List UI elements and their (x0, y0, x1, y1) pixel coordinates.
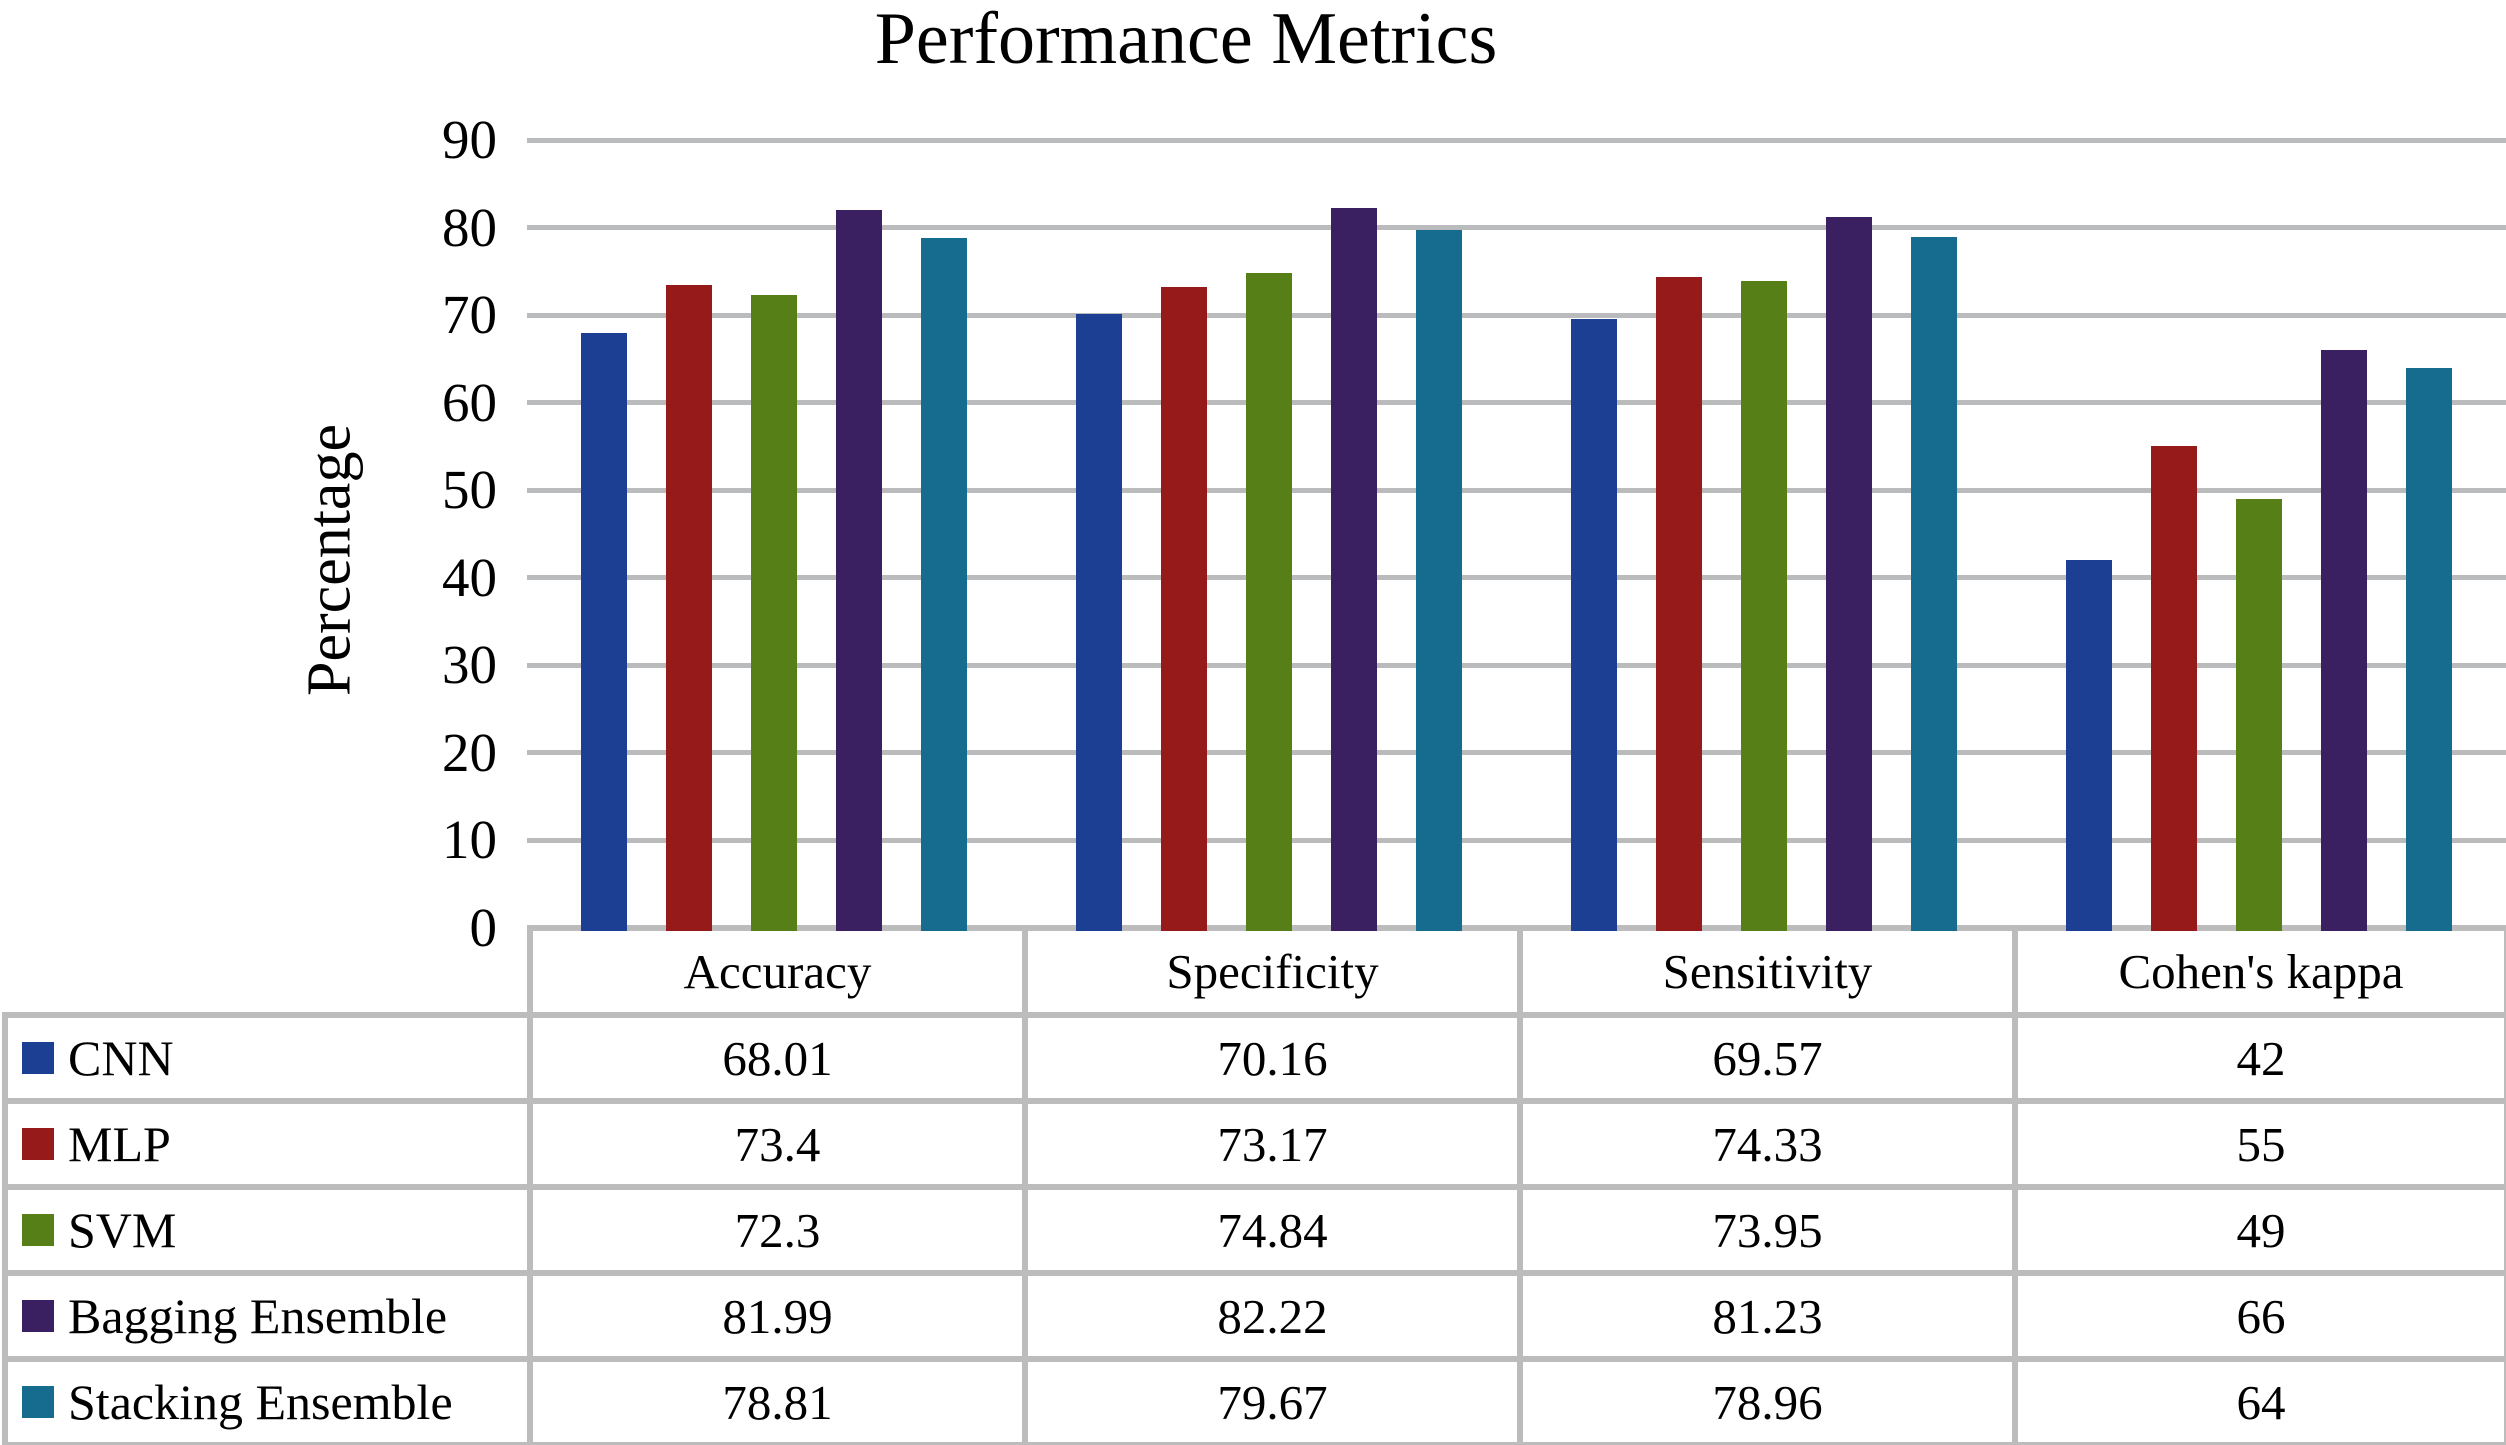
data-table: Accuracy Specificity Sensitivity Cohen's ka… (2, 925, 2506, 1445)
category-header: Sensitivity (1517, 925, 2018, 1018)
value-cell: 70.16 (1022, 1012, 1523, 1104)
bar-svm-specificity (1246, 272, 1293, 931)
chart-title: Performance Metrics (874, 0, 1498, 80)
table-corner-spacer (5, 928, 530, 1015)
table-header-row: Accuracy Specificity Sensitivity Cohen's ka… (5, 925, 2506, 1018)
bar-bagging-ensemble-cohen-s-kappa (2320, 350, 2367, 931)
table-row: SVM 72.3 74.84 73.95 49 (2, 1184, 2506, 1276)
value-cell: 79.67 (1022, 1356, 1523, 1445)
table-row: Stacking Ensemble 78.81 79.67 78.96 64 (2, 1356, 2506, 1445)
bar-cnn-sensitivity (1570, 318, 1617, 931)
y-tick-label: 80 (442, 196, 497, 258)
y-tick-label: 60 (442, 371, 497, 433)
category-header: Specificity (1022, 925, 1523, 1018)
value-cell: 66 (2012, 1270, 2506, 1362)
bar-bagging-ensemble-specificity (1331, 208, 1378, 931)
series-label: MLP (68, 1116, 171, 1172)
y-tick-label: 10 (442, 809, 497, 871)
value-cell: 68.01 (527, 1012, 1028, 1104)
value-cell: 82.22 (1022, 1270, 1523, 1362)
value-cell: 42 (2012, 1012, 2506, 1104)
table-row: MLP 73.4 73.17 74.33 55 (2, 1098, 2506, 1190)
table-row: Bagging Ensemble 81.99 82.22 81.23 66 (2, 1270, 2506, 1362)
legend-swatch-icon (22, 1042, 54, 1074)
bar-mlp-cohen-s-kappa (2150, 446, 2197, 931)
gridline (527, 575, 2506, 581)
legend-cell: MLP (2, 1098, 533, 1190)
value-cell: 72.3 (527, 1184, 1028, 1276)
legend-cell: SVM (2, 1184, 533, 1276)
bar-bagging-ensemble-sensitivity (1825, 216, 1872, 931)
category-header: Accuracy (527, 925, 1028, 1018)
value-cell: 73.17 (1022, 1098, 1523, 1190)
bar-mlp-accuracy (666, 285, 713, 931)
legend-cell: Bagging Ensemble (2, 1270, 533, 1362)
category-header: Cohen's kappa (2012, 925, 2506, 1018)
value-cell: 73.95 (1517, 1184, 2018, 1276)
bar-stacking-ensemble-specificity (1416, 230, 1463, 931)
table-row: CNN 68.01 70.16 69.57 42 (2, 1012, 2506, 1104)
bar-mlp-specificity (1161, 287, 1208, 931)
value-cell: 49 (2012, 1184, 2506, 1276)
series-label: SVM (68, 1202, 177, 1258)
value-cell: 73.4 (527, 1098, 1028, 1190)
value-cell: 74.33 (1517, 1098, 2018, 1190)
y-tick-label: 0 (469, 897, 498, 958)
gridline (527, 400, 2506, 406)
bar-stacking-ensemble-cohen-s-kappa (2405, 367, 2452, 931)
value-cell: 64 (2012, 1356, 2506, 1445)
bar-cnn-cohen-s-kappa (2065, 560, 2112, 931)
legend-swatch-icon (22, 1128, 54, 1160)
value-cell: 81.99 (527, 1270, 1028, 1362)
bar-svm-sensitivity (1740, 280, 1787, 931)
y-tick-label: 30 (442, 634, 497, 696)
bar-svm-accuracy (751, 294, 798, 931)
y-tick-label: 20 (442, 721, 497, 783)
legend-swatch-icon (22, 1214, 54, 1246)
value-cell: 78.96 (1517, 1356, 2018, 1445)
y-tick-label: 40 (442, 546, 497, 608)
bar-cnn-accuracy (581, 332, 628, 931)
value-cell: 69.57 (1517, 1012, 2018, 1104)
series-label: Bagging Ensemble (68, 1288, 448, 1344)
gridline (527, 662, 2506, 668)
bar-svm-cohen-s-kappa (2235, 498, 2282, 931)
gridline (527, 312, 2506, 318)
y-tick-label: 90 (442, 109, 497, 170)
bar-cnn-specificity (1076, 313, 1123, 931)
bar-stacking-ensemble-sensitivity (1910, 236, 1957, 931)
legend-cell: CNN (2, 1012, 533, 1104)
bar-stacking-ensemble-accuracy (921, 237, 968, 931)
legend-cell: Stacking Ensemble (2, 1356, 533, 1445)
series-label: CNN (68, 1030, 174, 1086)
value-cell: 78.81 (527, 1356, 1028, 1445)
gridline (527, 837, 2506, 843)
gridline (527, 750, 2506, 756)
y-tick-label: 70 (442, 284, 497, 346)
legend-swatch-icon (22, 1386, 54, 1418)
gridline (527, 225, 2506, 231)
bar-mlp-sensitivity (1655, 277, 1702, 931)
y-tick-label: 50 (442, 459, 497, 521)
series-label: Stacking Ensemble (68, 1374, 453, 1430)
bar-bagging-ensemble-accuracy (836, 210, 883, 931)
value-cell: 74.84 (1022, 1184, 1523, 1276)
value-cell: 81.23 (1517, 1270, 2018, 1362)
legend-swatch-icon (22, 1300, 54, 1332)
gridline (527, 487, 2506, 493)
value-cell: 55 (2012, 1098, 2506, 1190)
gridline (527, 137, 2506, 143)
